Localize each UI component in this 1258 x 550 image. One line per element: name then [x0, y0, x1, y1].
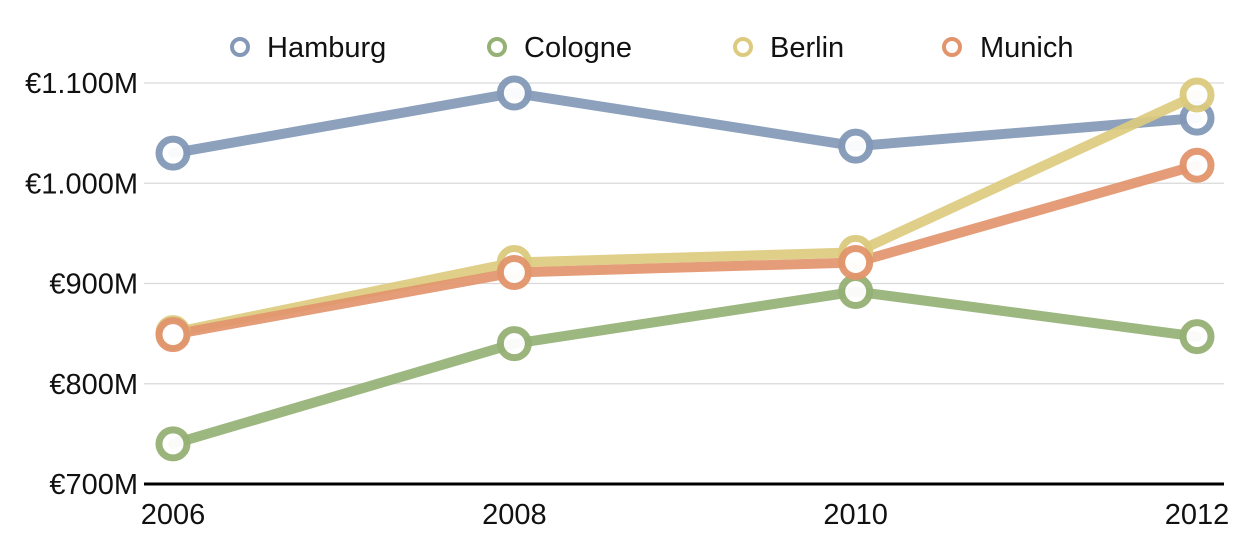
data-point-berlin — [1179, 77, 1215, 113]
legend: Hamburg Cologne Berlin Munich — [230, 32, 1074, 64]
x-tick-label: 2010 — [823, 499, 888, 531]
x-tick-label: 2012 — [1165, 499, 1230, 531]
x-tick-label: 2008 — [482, 499, 547, 531]
data-point-munich — [496, 254, 532, 290]
series-line-berlin — [168, 90, 1202, 338]
data-point-munich — [1179, 147, 1215, 183]
gridlines — [144, 82, 1224, 385]
y-tick-label: €700M — [49, 469, 138, 501]
data-point-munich — [155, 317, 191, 353]
data-point-hamburg — [155, 135, 191, 171]
legend-marker-berlin — [733, 37, 753, 57]
series-lines — [168, 88, 1202, 449]
data-point-hamburg — [838, 128, 874, 164]
data-point-cologne — [1179, 319, 1215, 355]
y-tick-label: €1.000M — [25, 168, 138, 200]
series-line-munich — [168, 160, 1202, 340]
legend-marker-hamburg — [230, 37, 250, 57]
legend-marker-cologne — [487, 37, 507, 57]
data-point-cologne — [155, 426, 191, 462]
data-point-cologne — [496, 326, 532, 362]
legend-label-munich: Munich — [980, 32, 1074, 64]
data-point-cologne — [838, 274, 874, 310]
legend-marker-munich — [942, 37, 962, 57]
data-point-munich — [838, 244, 874, 280]
axes: €700M €800M €900M €1.000M €1.100M 2006 2008 201… — [25, 68, 1229, 531]
legend-label-hamburg: Hamburg — [267, 32, 386, 64]
series-markers — [155, 75, 1215, 462]
legend-label-cologne: Cologne — [524, 32, 632, 64]
legend-label-berlin: Berlin — [770, 32, 844, 64]
data-point-hamburg — [496, 75, 532, 111]
x-tick-label: 2006 — [141, 499, 206, 531]
series-line-hamburg — [168, 88, 1202, 159]
y-tick-label: €900M — [49, 269, 138, 301]
series-line-cologne — [168, 286, 1202, 449]
y-tick-label: €1.100M — [25, 68, 138, 100]
y-tick-label: €800M — [49, 369, 138, 401]
